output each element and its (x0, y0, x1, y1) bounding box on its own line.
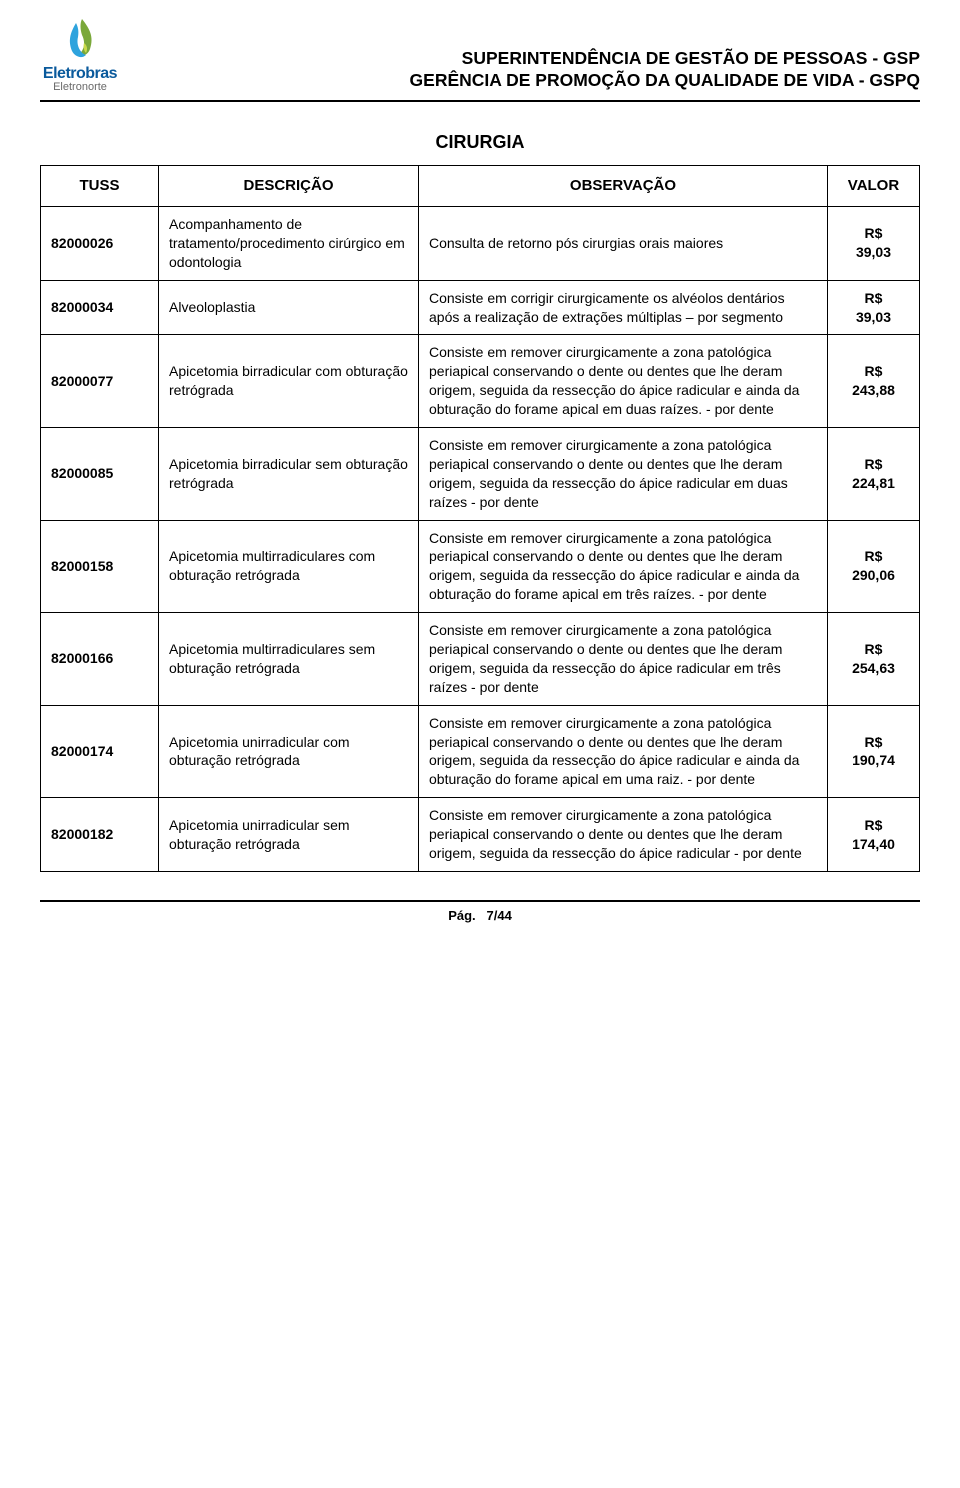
tuss-cell: 82000182 (41, 798, 159, 872)
tuss-cell: 82000158 (41, 520, 159, 613)
header-divider (40, 100, 920, 102)
page-footer: Pág. 7/44 (40, 900, 920, 923)
observacao-cell: Consiste em remover cirurgicamente a zon… (419, 520, 828, 613)
valor-cell: R$224,81 (828, 428, 920, 521)
company-logo: Eletrobras Eletronorte (20, 15, 140, 93)
col-valor: VALOR (828, 165, 920, 206)
observacao-cell: Consiste em remover cirurgicamente a zon… (419, 428, 828, 521)
header-title-1: SUPERINTENDÊNCIA DE GESTÃO DE PESSOAS - … (40, 48, 920, 70)
descricao-cell: Apicetomia multirradiculares com obturaç… (159, 520, 419, 613)
observacao-cell: Consiste em remover cirurgicamente a zon… (419, 613, 828, 706)
observacao-cell: Consiste em corrigir cirurgicamente os a… (419, 280, 828, 335)
table-row: 82000085Apicetomia birradicular sem obtu… (41, 428, 920, 521)
page-header: Eletrobras Eletronorte SUPERINTENDÊNCIA … (40, 20, 920, 92)
logo-sub-text: Eletronorte (20, 81, 140, 93)
descricao-cell: Alveoloplastia (159, 280, 419, 335)
table-header-row: TUSS DESCRIÇÃO OBSERVAÇÃO VALOR (41, 165, 920, 206)
table-row: 82000077Apicetomia birradicular com obtu… (41, 335, 920, 428)
col-descricao: DESCRIÇÃO (159, 165, 419, 206)
footer-label: Pág. (448, 908, 475, 923)
observacao-cell: Consiste em remover cirurgicamente a zon… (419, 705, 828, 798)
descricao-cell: Apicetomia birradicular sem obturação re… (159, 428, 419, 521)
tuss-cell: 82000077 (41, 335, 159, 428)
descricao-cell: Acompanhamento de tratamento/procediment… (159, 207, 419, 281)
table-row: 82000034AlveoloplastiaConsiste em corrig… (41, 280, 920, 335)
col-tuss: TUSS (41, 165, 159, 206)
descricao-cell: Apicetomia unirradicular com obturação r… (159, 705, 419, 798)
footer-page: 7/44 (487, 908, 512, 923)
table-row: 82000158Apicetomia multirradiculares com… (41, 520, 920, 613)
observacao-cell: Consiste em remover cirurgicamente a zon… (419, 335, 828, 428)
tuss-cell: 82000085 (41, 428, 159, 521)
section-title: CIRURGIA (40, 132, 920, 153)
table-row: 82000174Apicetomia unirradicular com obt… (41, 705, 920, 798)
header-title-2: GERÊNCIA DE PROMOÇÃO DA QUALIDADE DE VID… (40, 70, 920, 92)
procedures-table: TUSS DESCRIÇÃO OBSERVAÇÃO VALOR 82000026… (40, 165, 920, 872)
col-observacao: OBSERVAÇÃO (419, 165, 828, 206)
descricao-cell: Apicetomia unirradicular sem obturação r… (159, 798, 419, 872)
valor-cell: R$190,74 (828, 705, 920, 798)
valor-cell: R$243,88 (828, 335, 920, 428)
valor-cell: R$254,63 (828, 613, 920, 706)
valor-cell: R$174,40 (828, 798, 920, 872)
table-row: 82000166Apicetomia multirradiculares sem… (41, 613, 920, 706)
flame-icon (62, 15, 98, 61)
header-titles: SUPERINTENDÊNCIA DE GESTÃO DE PESSOAS - … (40, 20, 920, 92)
tuss-cell: 82000166 (41, 613, 159, 706)
observacao-cell: Consulta de retorno pós cirurgias orais … (419, 207, 828, 281)
table-row: 82000026Acompanhamento de tratamento/pro… (41, 207, 920, 281)
tuss-cell: 82000034 (41, 280, 159, 335)
valor-cell: R$39,03 (828, 280, 920, 335)
tuss-cell: 82000026 (41, 207, 159, 281)
tuss-cell: 82000174 (41, 705, 159, 798)
descricao-cell: Apicetomia birradicular com obturação re… (159, 335, 419, 428)
descricao-cell: Apicetomia multirradiculares sem obturaç… (159, 613, 419, 706)
observacao-cell: Consiste em remover cirurgicamente a zon… (419, 798, 828, 872)
table-row: 82000182Apicetomia unirradicular sem obt… (41, 798, 920, 872)
valor-cell: R$290,06 (828, 520, 920, 613)
valor-cell: R$39,03 (828, 207, 920, 281)
